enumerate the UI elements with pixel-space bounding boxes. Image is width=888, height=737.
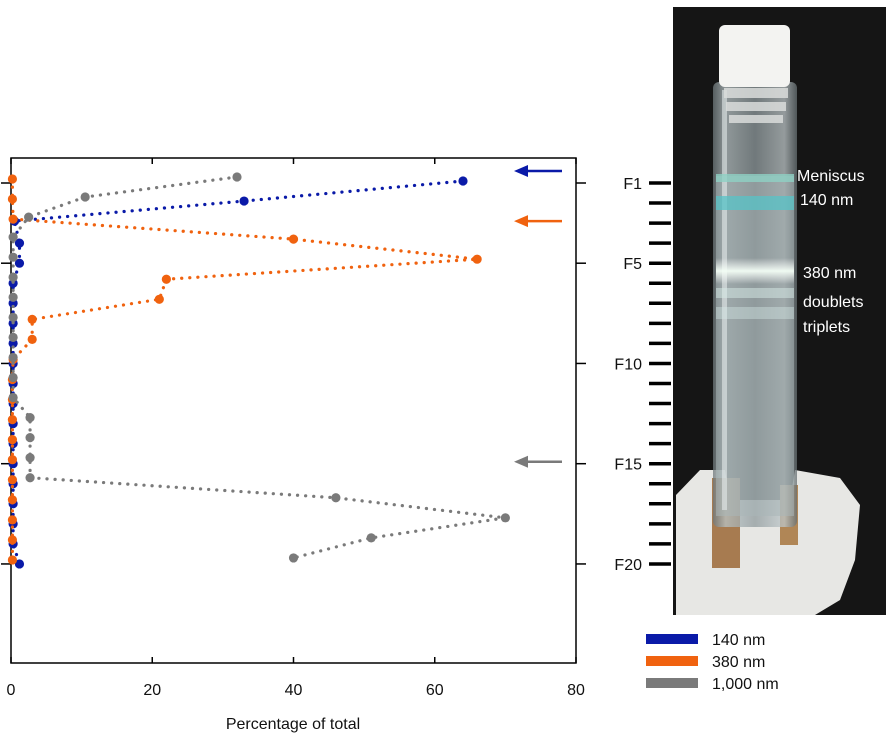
data-point — [25, 453, 35, 463]
data-point — [472, 254, 482, 264]
data-point — [8, 214, 18, 224]
data-point — [25, 412, 35, 423]
data-point — [8, 332, 18, 342]
fraction-label: F15 — [614, 457, 642, 474]
legend-label: 140 nm — [712, 632, 765, 649]
fraction-arrows — [514, 165, 562, 468]
label-doublets: doublets — [803, 294, 864, 311]
series-3 — [8, 172, 510, 563]
fraction-ladder: F1 F5 F10 F15 F20 — [614, 176, 671, 574]
data-point — [161, 274, 171, 284]
data-point — [8, 292, 18, 302]
series-line — [10, 177, 478, 562]
data-point — [8, 372, 18, 383]
x-tick-label: 80 — [567, 682, 585, 699]
band-doublets — [716, 288, 794, 298]
tube-highlight — [722, 90, 727, 510]
fraction-label: F10 — [614, 356, 642, 373]
data-point — [8, 252, 18, 262]
data-point — [366, 533, 376, 543]
tube-cap-rings — [724, 88, 788, 123]
series-1 — [8, 176, 468, 569]
label-380nm: 380 nm — [803, 265, 856, 282]
data-point — [288, 553, 299, 563]
arrow-head — [514, 455, 528, 468]
x-axis-ticks: 0 20 40 60 80 — [7, 158, 585, 699]
arrow-head — [514, 215, 528, 228]
data-point — [7, 515, 18, 525]
series-line — [11, 179, 465, 566]
series-layer — [7, 172, 510, 569]
band-380nm — [716, 258, 794, 284]
data-point — [25, 433, 35, 443]
x-tick-label: 0 — [7, 682, 16, 699]
plot-frame — [10, 157, 577, 664]
label-meniscus: Meniscus — [797, 168, 865, 185]
legend-label: 1,000 nm — [712, 676, 779, 693]
legend: 140 nm 380 nm 1,000 nm — [646, 632, 779, 693]
data-point — [288, 234, 299, 244]
data-point — [14, 258, 25, 268]
band-triplets — [716, 307, 794, 319]
data-point — [331, 493, 341, 503]
data-point — [8, 352, 18, 363]
data-point — [7, 535, 18, 545]
x-tick-label: 20 — [143, 682, 161, 699]
data-point — [27, 314, 37, 324]
fraction-percentage-chart: 0 20 40 60 80 Percentage of total — [1, 157, 586, 733]
x-axis-label: Percentage of total — [226, 716, 360, 733]
meniscus-band — [716, 174, 794, 182]
data-point — [232, 172, 242, 182]
data-point — [8, 232, 18, 242]
tube-cap — [719, 25, 790, 87]
x-tick-label: 60 — [426, 682, 444, 699]
arrow-head — [514, 165, 528, 177]
data-point — [8, 392, 18, 403]
fraction-label: F1 — [623, 176, 642, 193]
data-point — [80, 192, 90, 202]
fraction-label: F20 — [614, 557, 642, 574]
series-line — [11, 175, 506, 560]
data-point — [458, 176, 468, 186]
data-point — [7, 475, 18, 485]
data-point — [27, 334, 37, 344]
peak-arrow — [514, 455, 562, 468]
tube-photo: Meniscus 140 nm 380 nm doublets triplets — [673, 7, 886, 615]
x-tick-label: 40 — [285, 682, 303, 699]
fraction-label: F5 — [623, 256, 642, 273]
data-point — [14, 238, 25, 248]
data-point — [7, 455, 18, 465]
data-point — [7, 174, 18, 184]
data-point — [239, 196, 249, 206]
data-point — [8, 312, 18, 322]
data-point — [14, 559, 25, 569]
tube-liquid — [716, 176, 794, 516]
data-point — [8, 272, 18, 282]
data-point — [7, 414, 18, 425]
legend-swatch — [646, 634, 698, 644]
legend-label: 380 nm — [712, 654, 765, 671]
band-140nm — [716, 196, 794, 210]
peak-arrow — [514, 165, 562, 177]
data-point — [7, 495, 18, 505]
data-point — [154, 294, 164, 304]
data-point — [7, 555, 18, 565]
data-point — [7, 435, 18, 445]
data-point — [24, 212, 34, 222]
label-140nm: 140 nm — [800, 192, 853, 209]
label-triplets: triplets — [803, 319, 850, 336]
data-point — [500, 513, 510, 523]
legend-swatch — [646, 678, 698, 688]
legend-swatch — [646, 656, 698, 666]
peak-arrow — [514, 215, 562, 228]
data-point — [25, 473, 35, 483]
data-point — [7, 194, 18, 204]
